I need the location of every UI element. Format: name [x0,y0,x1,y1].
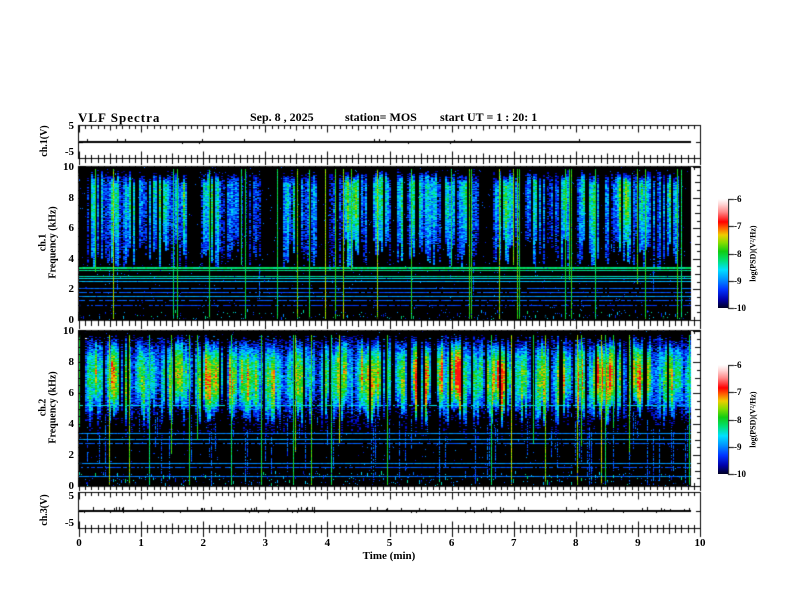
x-tick-label-10: 10 [694,537,706,549]
ch1-ymin-label: -5 [64,146,74,158]
x-tick-label-3: 3 [262,537,269,549]
x-tick-label-6: 6 [448,537,455,549]
x-tick-label-1: 1 [138,537,144,549]
ch1-colorbar [718,199,728,308]
colorbar2-tick-label--10: -10 [734,469,746,479]
ch1-frequency-axis-title: ch.1 Frequency (kHz) [38,198,60,288]
ch3-ymax-label: 5 [68,490,75,502]
spec1-y-tick-label-6: 6 [68,222,75,235]
colorbar1-tick-label--9: -9 [734,275,742,286]
spec2-y-tick-label-8: 8 [68,356,75,368]
colorbar1-tick-label--8: -8 [734,248,742,259]
x-tick-label-2: 2 [200,537,206,549]
x-tick-label-9: 9 [635,537,641,549]
x-tick-label-0: 0 [76,537,82,549]
ch1-ymax-label: 5 [68,120,75,132]
spec2-y-tick-label-10: 10 [63,325,74,337]
spec1-y-tick-label-10: 10 [63,161,74,173]
colorbar2-tick-label--8: -8 [734,414,742,425]
colorbar1-tick-label--6: -6 [734,194,742,204]
colorbar1-tick-label--7: -7 [734,221,742,232]
time-axis-title: Time (min) [362,550,416,562]
colorbar2-tick-label--9: -9 [734,441,742,452]
spec2-y-tick-label-0: 0 [68,480,75,492]
x-tick-label-5: 5 [386,537,393,549]
colorbar2-tick-label--7: -7 [734,387,742,398]
x-tick-label-8: 8 [573,537,579,549]
x-tick-label-4: 4 [324,537,331,549]
spec2-y-tick-label-6: 6 [68,387,75,399]
ch1-axis-title-line2: Frequency (kHz) [47,206,59,279]
spec2-y-tick-label-2: 2 [68,449,75,461]
spec1-y-tick-label-0: 0 [68,314,75,326]
spec1-y-tick-label-8: 8 [68,191,75,204]
spec1-y-tick-label-2: 2 [68,283,75,296]
ch3-ymin-label: -5 [64,517,74,529]
ch2-frequency-axis-title: ch.2 Frequency (kHz) [38,363,60,453]
colorbar1-tick-label--10: -10 [734,303,746,313]
spec2-y-tick-label-4: 4 [68,418,75,430]
ch2-colorbar [718,365,728,474]
ch2-axis-title-line2: Frequency (kHz) [47,371,59,444]
spec1-y-tick-label-4: 4 [68,252,75,265]
colorbar2-tick-label--6: -6 [734,360,742,370]
x-tick-label-7: 7 [510,537,517,549]
